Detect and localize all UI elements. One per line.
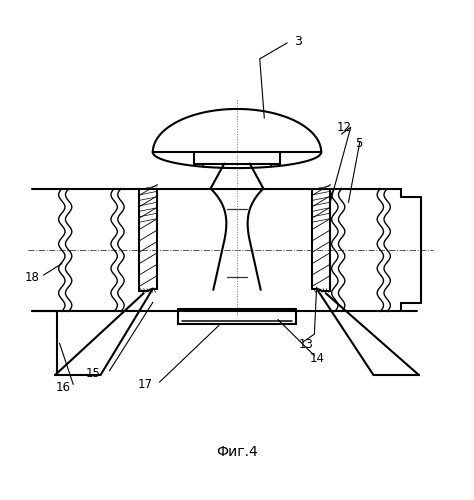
- Text: 5: 5: [356, 138, 363, 150]
- Text: 3: 3: [294, 35, 302, 48]
- Text: 17: 17: [138, 378, 153, 391]
- Text: 18: 18: [24, 271, 39, 284]
- Text: 16: 16: [56, 381, 71, 394]
- Text: 13: 13: [299, 338, 313, 350]
- Text: 14: 14: [310, 352, 325, 365]
- Text: 12: 12: [337, 120, 352, 134]
- Text: Фиг.4: Фиг.4: [216, 446, 258, 460]
- Text: 15: 15: [86, 368, 100, 380]
